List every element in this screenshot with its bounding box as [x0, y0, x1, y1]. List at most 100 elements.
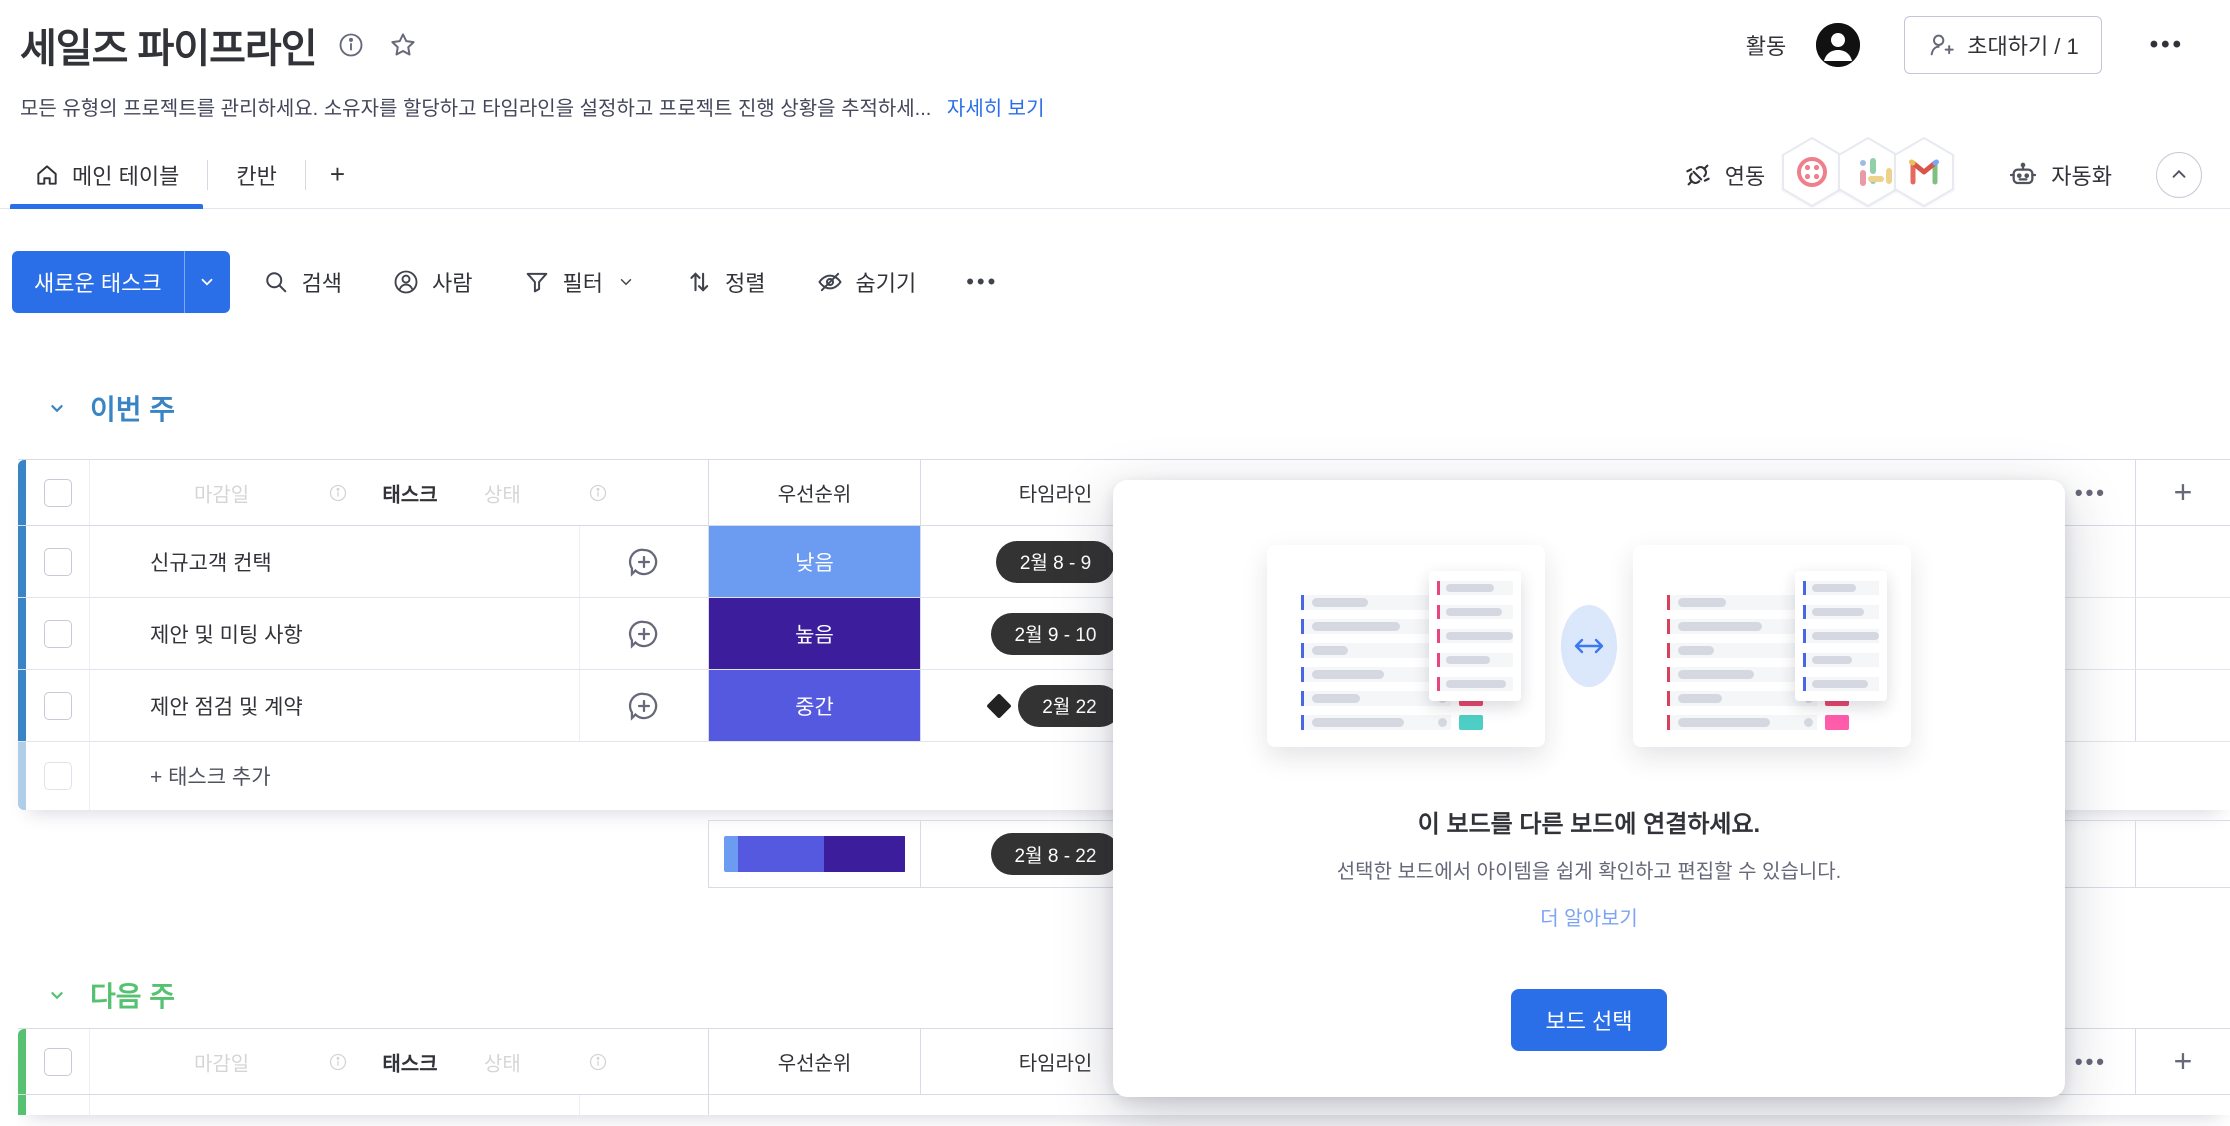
column-priority[interactable]: 우선순위: [708, 1029, 920, 1094]
group-name[interactable]: 다음 주: [90, 981, 176, 1012]
info-icon[interactable]: [333, 27, 369, 63]
group-title-row: 이번 주: [0, 387, 2230, 429]
learn-more-link[interactable]: 더 알아보기: [1540, 908, 1638, 930]
select-all-checkbox[interactable]: [26, 460, 90, 525]
ghost-column-due-date: 마감일: [194, 484, 250, 506]
timeline-pill[interactable]: 2월 8 - 9: [995, 540, 1116, 583]
group-color-strip: [18, 1029, 26, 1094]
priority-bar-segment: [723, 836, 739, 872]
group-color-strip: [18, 526, 26, 597]
group-collapse-chevron-icon[interactable]: [46, 397, 68, 419]
info-icon: [328, 1052, 348, 1072]
group-collapse-chevron-icon[interactable]: [46, 984, 68, 1006]
table-row: 제안 점검 및 계약 중간 2월 22: [18, 670, 2230, 742]
person-filter-button[interactable]: 사람: [374, 256, 490, 308]
collapse-header-button[interactable]: [2156, 151, 2202, 198]
timeline-cell[interactable]: 2월 22: [920, 670, 1190, 741]
hide-button[interactable]: 숨기기: [798, 256, 935, 308]
table-more-button[interactable]: •••: [2074, 1048, 2107, 1074]
mini-table-row: [1667, 715, 1849, 730]
column-task[interactable]: 태스크: [382, 1053, 438, 1075]
board-header: 세일즈 파이프라인 활동 초대하기 / 1 ••• 모든 유형의 프로젝트를 관…: [0, 0, 2230, 121]
tab-separator: [207, 159, 209, 190]
priority-summary-cell[interactable]: [708, 820, 920, 888]
add-column-button[interactable]: +: [2135, 1029, 2230, 1094]
column-timeline[interactable]: 타임라인: [920, 1029, 1190, 1094]
slack-app-icon[interactable]: [1835, 136, 1901, 213]
ghost-column-status: 상태: [484, 1053, 521, 1075]
modal-title: 이 보드를 다른 보드에 연결하세요.: [1417, 811, 1761, 838]
add-column-button[interactable]: +: [2135, 460, 2230, 525]
timeline-cell[interactable]: 2월 9 - 10: [920, 598, 1190, 669]
timeline-cell[interactable]: 2월 8 - 9: [920, 526, 1190, 597]
priority-distribution-bar: [723, 836, 906, 872]
connect-arrow-icon: [1561, 605, 1617, 687]
avatar[interactable]: [1816, 23, 1861, 67]
open-conversation-button[interactable]: [580, 598, 708, 669]
row-checkbox[interactable]: [26, 526, 90, 597]
add-row-checkbox: [26, 742, 90, 810]
task-name-cell[interactable]: 신규고객 컨택: [90, 526, 580, 597]
name-header-cell: 마감일 태스크 상태: [90, 1029, 708, 1094]
toolbar-more-button[interactable]: •••: [948, 259, 1016, 305]
integrations-label: 연동: [1724, 163, 1766, 189]
see-more-link[interactable]: 자세히 보기: [946, 98, 1045, 120]
twilio-app-icon[interactable]: [1779, 136, 1845, 213]
page-title: 세일즈 파이프라인: [20, 27, 318, 71]
funnel-icon: [523, 268, 551, 296]
board-more-button[interactable]: •••: [2144, 30, 2190, 60]
tab-main-table[interactable]: 메인 테이블: [10, 141, 204, 209]
modal-description: 선택한 보드에서 아이템을 쉽게 확인하고 편집할 수 있습니다.: [1336, 861, 1842, 883]
add-task-row: + 태스크 추가: [18, 742, 2230, 810]
priority-cell[interactable]: 중간: [708, 670, 920, 741]
task-name-cell[interactable]: 제안 점검 및 계약: [90, 670, 580, 741]
new-task-button[interactable]: 새로운 태스크: [12, 251, 184, 313]
integration-apps: [1779, 136, 1957, 213]
integrations-button[interactable]: 연동: [1683, 159, 1765, 191]
favorite-star-icon[interactable]: [385, 27, 421, 63]
new-task-split-button[interactable]: 새로운 태스크: [12, 251, 230, 313]
row-plus-cell: [2135, 526, 2230, 597]
tab-kanban[interactable]: 칸반: [212, 141, 300, 208]
timeline-summary-cell[interactable]: 2월 8 - 22: [920, 820, 1190, 888]
priority-bar-segment: [823, 836, 906, 872]
table-more-button[interactable]: •••: [2074, 479, 2107, 505]
table-row: 신규고객 컨택 낮음 2월 8 - 9: [18, 526, 2230, 598]
column-task[interactable]: 태스크: [382, 484, 438, 506]
search-button[interactable]: 검색: [244, 256, 360, 308]
home-icon: [34, 162, 60, 188]
select-board-button[interactable]: 보드 선택: [1511, 989, 1667, 1051]
row-checkbox[interactable]: [26, 598, 90, 669]
group-color-strip: [18, 670, 26, 741]
timeline-pill[interactable]: 2월 22: [1018, 684, 1121, 727]
timeline-pill[interactable]: 2월 9 - 10: [990, 612, 1121, 655]
select-all-checkbox[interactable]: [26, 1029, 90, 1094]
activity-label[interactable]: 활동: [1745, 34, 1787, 59]
column-timeline[interactable]: 타임라인: [920, 460, 1190, 525]
automations-button[interactable]: 자동화: [2007, 159, 2112, 191]
row-checkbox[interactable]: [26, 670, 90, 741]
priority-cell[interactable]: 낮음: [708, 526, 920, 597]
group-name[interactable]: 이번 주: [90, 394, 176, 425]
open-conversation-button[interactable]: [580, 526, 708, 597]
ghost-column-due-date: 마감일: [194, 1053, 250, 1075]
add-view-button[interactable]: +: [329, 159, 345, 189]
sort-button[interactable]: 정렬: [667, 256, 783, 308]
mini-overlay-panel: [1429, 571, 1521, 701]
row-checkbox[interactable]: [26, 1095, 90, 1115]
group-color-strip: [18, 598, 26, 669]
gmail-app-icon[interactable]: [1891, 136, 1957, 213]
column-priority[interactable]: 우선순위: [708, 460, 920, 525]
priority-bar-segment: [738, 836, 824, 872]
new-task-dropdown-button[interactable]: [183, 251, 230, 313]
filter-button[interactable]: 필터: [505, 256, 653, 308]
open-conversation-button[interactable]: [580, 670, 708, 741]
chevron-down-icon: [617, 273, 635, 291]
invite-button[interactable]: 초대하기 / 1: [1904, 16, 2102, 74]
info-icon: [328, 483, 348, 503]
add-task-button[interactable]: + 태스크 추가: [150, 766, 271, 789]
group-color-strip: [18, 1095, 26, 1115]
task-name-cell[interactable]: 제안 및 미팅 사항: [90, 598, 580, 669]
board-illustration-left: [1267, 545, 1545, 747]
priority-cell[interactable]: 높음: [708, 598, 920, 669]
